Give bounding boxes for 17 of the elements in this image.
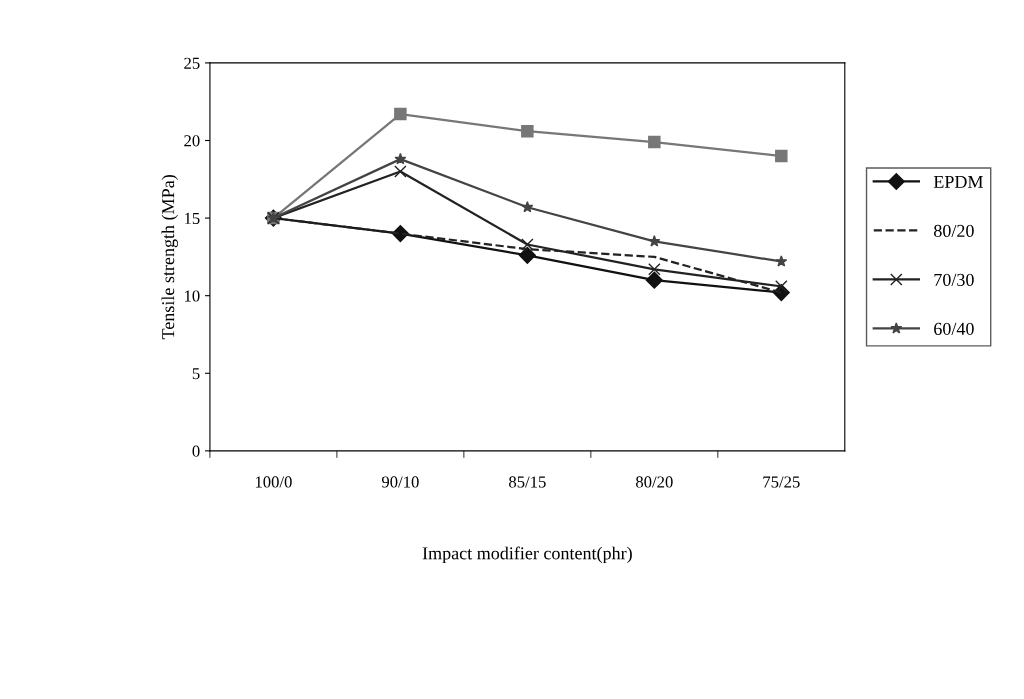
x-tick-label: 75/25 <box>763 476 800 488</box>
x-axis-title: Impact modifier content(phr) <box>422 546 632 564</box>
x-tick-label: 90/10 <box>381 476 419 488</box>
x-tick-label: 85/15 <box>509 476 546 488</box>
x-tick-label: 100/0 <box>255 476 292 488</box>
y-tick-label: 15 <box>185 212 200 225</box>
y-tick-label: 20 <box>184 135 200 147</box>
legend-label: 60/40 <box>934 322 974 335</box>
y-tick-label: 0 <box>192 445 200 457</box>
y-tick-label: 10 <box>185 290 200 302</box>
legend-label: 70/30 <box>934 273 974 286</box>
y-axis-title: Tensile strength (MPa) <box>161 175 178 340</box>
y-tick-label: 25 <box>184 57 200 69</box>
y-tick-label: 5 <box>192 368 200 380</box>
legend-label: EPDM <box>933 175 983 188</box>
x-tick-label: 80/20 <box>635 476 673 488</box>
legend-label: 80/20 <box>934 224 974 237</box>
